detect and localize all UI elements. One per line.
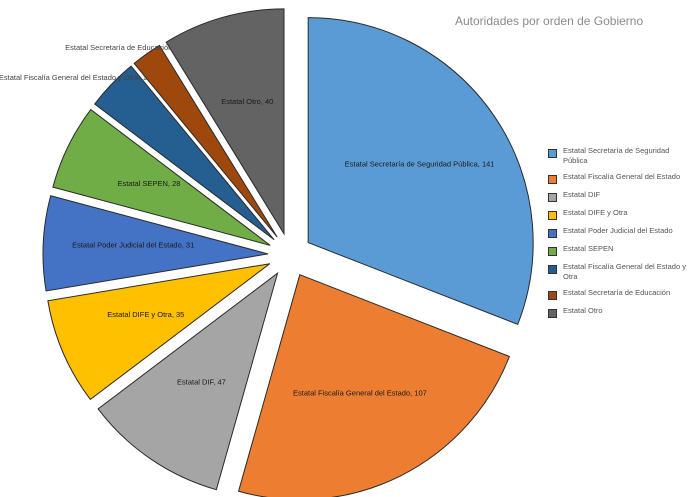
legend-item: Estatal DIFE y Otra — [548, 208, 688, 220]
pie-slice — [42, 195, 269, 292]
legend-item: Estatal DIF — [548, 190, 688, 202]
slice-data-label: Estatal Poder Judicial del Estado, 31 — [72, 240, 194, 249]
pie-slice — [165, 8, 285, 236]
legend-label: Estatal Otro — [563, 306, 603, 315]
legend-label: Estatal Secretaría de Educación — [563, 288, 671, 297]
slice-data-label: Estatal DIFE y Otra, 35 — [107, 310, 184, 319]
slice-data-label: Estatal Secretaría de Educación, 10 — [65, 43, 185, 52]
slice-data-label: Estatal Fiscalía General del Estado y Ot… — [0, 73, 151, 82]
legend-label: Estatal SEPEN — [563, 244, 614, 253]
chart-legend: Estatal Secretaría de Seguridad Pública E… — [548, 146, 688, 324]
legend-item: Estatal Fiscalía General del Estado — [548, 172, 688, 184]
legend-swatch — [548, 265, 557, 274]
legend-swatch — [548, 193, 557, 202]
slice-data-label: Estatal Otro, 40 — [221, 97, 273, 106]
legend-label: Estatal DIFE y Otra — [563, 208, 628, 217]
legend-item: Estatal Secretaría de Seguridad Pública — [548, 146, 688, 166]
legend-label: Estatal Fiscalía General del Estado y Ot… — [563, 262, 686, 281]
pie-slice — [52, 108, 271, 246]
legend-label: Estatal Fiscalía General del Estado — [563, 172, 681, 181]
chart-title: Autoridades por orden de Gobierno — [455, 14, 644, 28]
legend-label: Estatal DIF — [563, 190, 601, 199]
legend-item: Estatal SEPEN — [548, 244, 688, 256]
slice-data-label: Estatal SEPEN, 28 — [117, 179, 180, 188]
legend-swatch — [548, 309, 557, 318]
legend-swatch — [548, 229, 557, 238]
slice-data-label: Estatal Fiscalía General del Estado, 107 — [293, 389, 427, 398]
legend-item: Estatal Otro — [548, 306, 688, 318]
pie-slice — [93, 65, 275, 241]
legend-swatch — [548, 291, 557, 300]
slice-data-label: Estatal DIF, 47 — [177, 378, 226, 387]
pie-slice — [307, 17, 534, 326]
legend-label: Estatal Poder Judicial del Estado — [563, 226, 673, 235]
legend-swatch — [548, 247, 557, 256]
legend-item: Estatal Fiscalía General del Estado y Ot… — [548, 262, 688, 282]
legend-label: Estatal Secretaría de Seguridad Pública — [563, 146, 670, 165]
legend-swatch — [548, 175, 557, 184]
pie-slice — [237, 274, 511, 497]
pie-slice — [47, 263, 271, 401]
legend-swatch — [548, 149, 557, 158]
pie-slice — [133, 44, 278, 238]
legend-item: Estatal Poder Judicial del Estado — [548, 226, 688, 238]
legend-swatch — [548, 211, 557, 220]
pie-slice — [97, 271, 279, 491]
slice-data-label: Estatal Secretaría de Seguridad Pública,… — [345, 159, 495, 168]
legend-item: Estatal Secretaría de Educación — [548, 288, 688, 300]
